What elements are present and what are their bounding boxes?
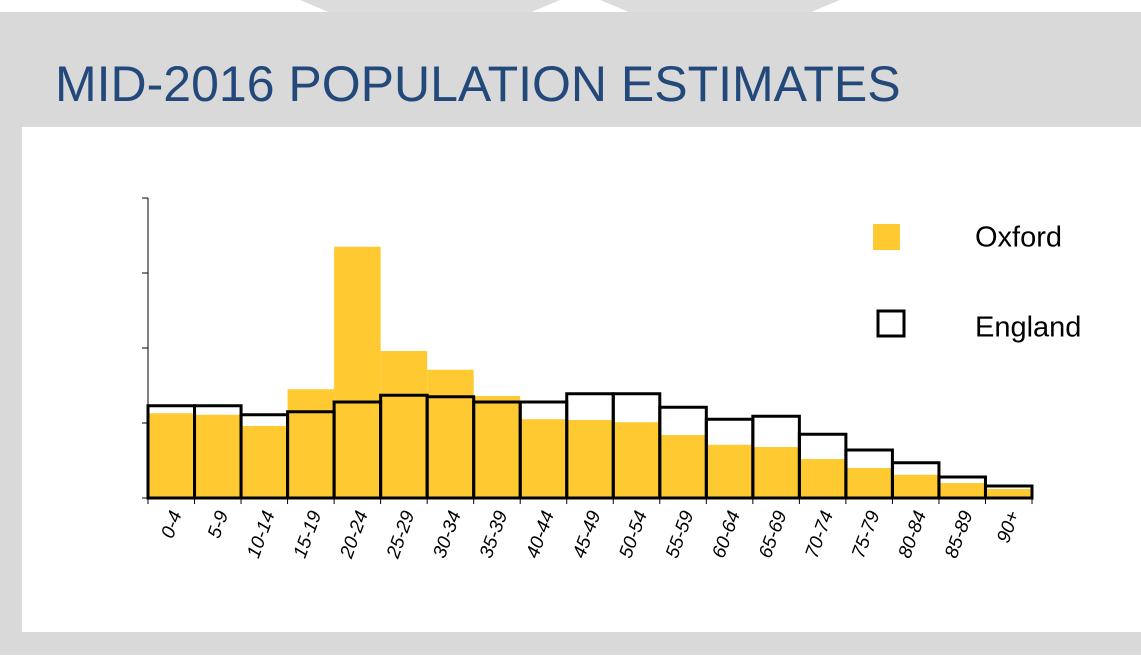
panel — [22, 127, 1141, 632]
bar — [334, 246, 381, 498]
bar — [752, 447, 800, 498]
chart-title: MID-2016 POPULATION ESTIMATES — [55, 56, 901, 112]
bar — [241, 426, 288, 498]
bar — [194, 414, 242, 498]
bar — [473, 396, 521, 498]
bar — [659, 435, 707, 498]
bar — [892, 474, 939, 498]
legend-swatch — [873, 224, 900, 250]
bar — [706, 444, 753, 498]
bar — [613, 422, 660, 498]
bar — [427, 369, 474, 498]
legend-label: England — [975, 312, 1081, 344]
bar — [985, 489, 1032, 498]
bar — [520, 419, 567, 498]
bar — [148, 413, 195, 498]
bar — [938, 483, 986, 498]
bar — [566, 420, 614, 498]
bar — [799, 459, 846, 498]
bar — [287, 389, 335, 498]
bar — [380, 351, 428, 498]
legend-swatch — [876, 309, 906, 338]
bar — [845, 468, 893, 498]
legend-label: Oxford — [975, 222, 1062, 254]
